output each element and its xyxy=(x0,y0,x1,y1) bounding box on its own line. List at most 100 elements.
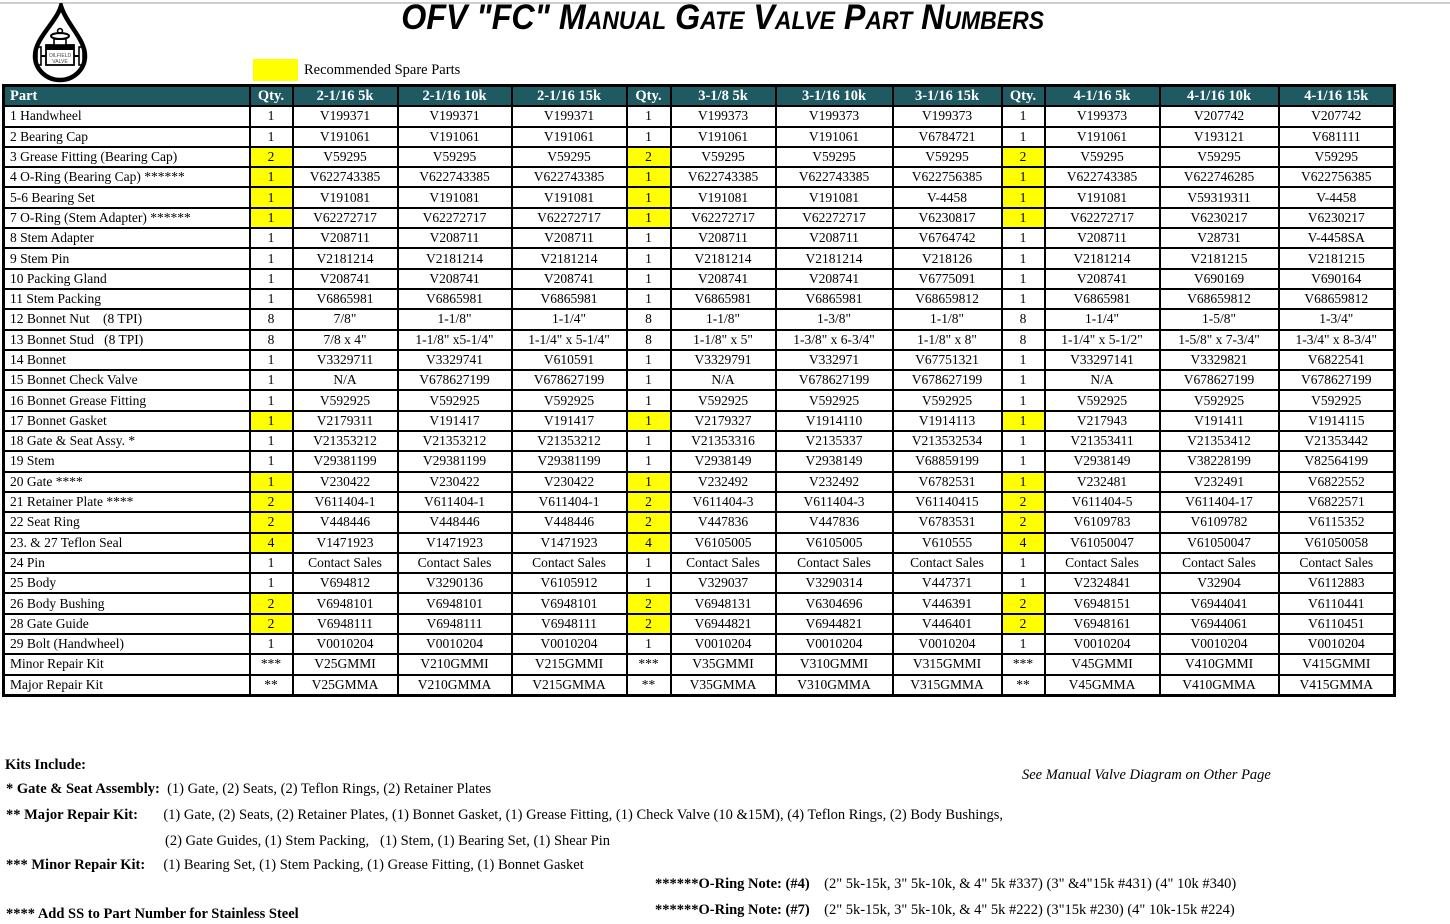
part-number-cell: V6764742 xyxy=(891,227,1003,250)
major-repair-kit-note-cont: (2) Gate Guides, (1) Stem Packing, (1) S… xyxy=(165,833,610,849)
part-name-cell: 20 Gate **** xyxy=(2,470,251,493)
part-number-cell: V610591 xyxy=(510,348,628,372)
part-number-cell: Contact Sales xyxy=(1158,551,1280,575)
part-name-cell: 4 O-Ring (Bearing Cap) ****** xyxy=(2,166,251,189)
qty-cell: 1 xyxy=(248,369,294,392)
part-number-cell: V6865981 xyxy=(291,287,399,311)
part-number-cell: V208711 xyxy=(510,227,628,250)
part-number-cell: Contact Sales xyxy=(669,551,777,575)
part-number-cell: V68859199 xyxy=(891,450,1003,473)
part-number-cell: V208741 xyxy=(669,267,777,290)
part-name-cell: Major Repair Kit xyxy=(2,673,251,697)
part-number-cell: V61050047 xyxy=(1158,531,1280,554)
qty-cell: 1 xyxy=(248,470,294,493)
qty-cell: 1 xyxy=(248,389,294,412)
qty-cell: 2 xyxy=(625,511,672,534)
part-number-cell: V6784721 xyxy=(891,125,1003,148)
part-number-cell: V207742 xyxy=(1277,105,1396,128)
qty-cell: 2 xyxy=(248,592,294,615)
column-header: 3-1/16 15k xyxy=(891,84,1003,108)
table-row: 23. & 27 Teflon Seal 4 V1471923 V1471923 V14… xyxy=(2,531,1396,554)
part-number-cell: V6782531 xyxy=(891,470,1003,493)
part-number-cell: V592925 xyxy=(1043,389,1161,412)
part-number-cell: V6865981 xyxy=(396,287,513,311)
part-number-cell: 1-3/8" x 6-3/4" xyxy=(774,328,894,351)
part-number-cell: V3329711 xyxy=(291,348,399,372)
qty-cell: 8 xyxy=(625,328,672,351)
column-header: 4-1/16 15k xyxy=(1277,84,1396,108)
qty-cell: 1 xyxy=(248,105,294,128)
qty-cell: 2 xyxy=(1000,612,1046,636)
part-number-cell: V6822571 xyxy=(1277,490,1396,514)
part-name-cell: 16 Bonnet Grease Fitting xyxy=(2,389,251,412)
part-number-cell: 1-1/8" x 5" xyxy=(669,328,777,351)
part-number-cell: V6948101 xyxy=(510,592,628,615)
part-number-cell: V592925 xyxy=(510,389,628,412)
part-number-cell: V2181215 xyxy=(1158,247,1280,270)
part-number-cell: V0010204 xyxy=(1277,633,1396,656)
qty-cell: 1 xyxy=(248,247,294,270)
part-number-cell: V45GMMI xyxy=(1043,653,1161,676)
qty-cell: 1 xyxy=(248,186,294,209)
part-number-cell: V191081 xyxy=(669,186,777,209)
part-number-cell: V622743385 xyxy=(291,166,399,189)
part-number-cell: V29381199 xyxy=(396,450,513,473)
qty-cell: 1 xyxy=(1000,227,1046,250)
part-name-cell: 9 Stem Pin xyxy=(2,247,251,270)
part-number-cell: V62272717 xyxy=(291,206,399,230)
part-number-cell: V6944821 xyxy=(774,612,894,636)
part-number-cell: V0010204 xyxy=(396,633,513,656)
part-number-cell: V191081 xyxy=(291,186,399,209)
yellow-highlight-swatch xyxy=(253,59,298,81)
table-row: 17 Bonnet Gasket 1 V2179311 V191417 V191417 1… xyxy=(2,409,1396,433)
qty-cell: 1 xyxy=(1000,247,1046,270)
qty-cell: 1 xyxy=(248,267,294,290)
part-number-cell: 1-1/8" xyxy=(891,308,1003,331)
part-number-cell: V6105005 xyxy=(774,531,894,554)
qty-cell: 1 xyxy=(248,409,294,433)
part-number-cell: Contact Sales xyxy=(891,551,1003,575)
part-number-cell: V694812 xyxy=(291,572,399,595)
table-row: 15 Bonnet Check Valve 1 N/A V678627199 V6786… xyxy=(2,369,1396,392)
part-number-cell: V678627199 xyxy=(774,369,894,392)
qty-cell: 1 xyxy=(248,633,294,656)
part-number-cell: V210GMMA xyxy=(396,673,513,697)
part-number-cell: V2179311 xyxy=(291,409,399,433)
qty-cell: 1 xyxy=(625,470,672,493)
part-number-cell: V215GMMI xyxy=(510,653,628,676)
qty-cell: 4 xyxy=(625,531,672,554)
part-numbers-table: Part Qty. 2-1/16 5k 2-1/16 10k 2-1/16 15k Qty… xyxy=(2,84,1396,697)
minor-repair-kit-note: *** Minor Repair Kit: (1) Bearing Set, (… xyxy=(6,857,584,873)
part-number-cell: V215GMMA xyxy=(510,673,628,697)
part-number-cell: Contact Sales xyxy=(1043,551,1161,575)
part-number-cell: V332971 xyxy=(774,348,894,372)
part-number-cell: V6948101 xyxy=(396,592,513,615)
gate-seat-assembly-note: * Gate & Seat Assembly: (1) Gate, (2) Se… xyxy=(6,781,492,797)
column-header: 2-1/16 5k xyxy=(291,84,399,108)
part-number-cell: V213532534 xyxy=(891,430,1003,453)
part-number-cell: V2181214 xyxy=(396,247,513,270)
qty-cell: 2 xyxy=(625,490,672,514)
part-name-cell: 15 Bonnet Check Valve xyxy=(2,369,251,392)
qty-cell: 1 xyxy=(1000,389,1046,412)
part-number-cell: V622756385 xyxy=(891,166,1003,189)
part-number-cell: 7/8" xyxy=(291,308,399,331)
part-number-cell: V447371 xyxy=(891,572,1003,595)
part-number-cell: V410GMMI xyxy=(1158,653,1280,676)
part-number-cell: V3329821 xyxy=(1158,348,1280,372)
qty-cell: *** xyxy=(248,653,294,676)
part-number-cell: 1-3/4" x 8-3/4" xyxy=(1277,328,1396,351)
part-number-cell: Contact Sales xyxy=(396,551,513,575)
part-number-cell: V0010204 xyxy=(669,633,777,656)
part-number-cell: V622743385 xyxy=(1043,166,1161,189)
qty-cell: 2 xyxy=(248,612,294,636)
part-number-cell: V6304696 xyxy=(774,592,894,615)
part-number-cell: V6775091 xyxy=(891,267,1003,290)
part-number-cell: V622743385 xyxy=(774,166,894,189)
part-number-cell: V6948111 xyxy=(396,612,513,636)
qty-cell: 2 xyxy=(1000,592,1046,615)
table-row: 29 Bolt (Handwheel) 1 V0010204 V0010204 V001… xyxy=(2,633,1396,656)
part-number-cell: V1471923 xyxy=(396,531,513,554)
table-row: 21 Retainer Plate **** 2 V611404-1 V611404-… xyxy=(2,490,1396,514)
part-number-cell: V191081 xyxy=(774,186,894,209)
